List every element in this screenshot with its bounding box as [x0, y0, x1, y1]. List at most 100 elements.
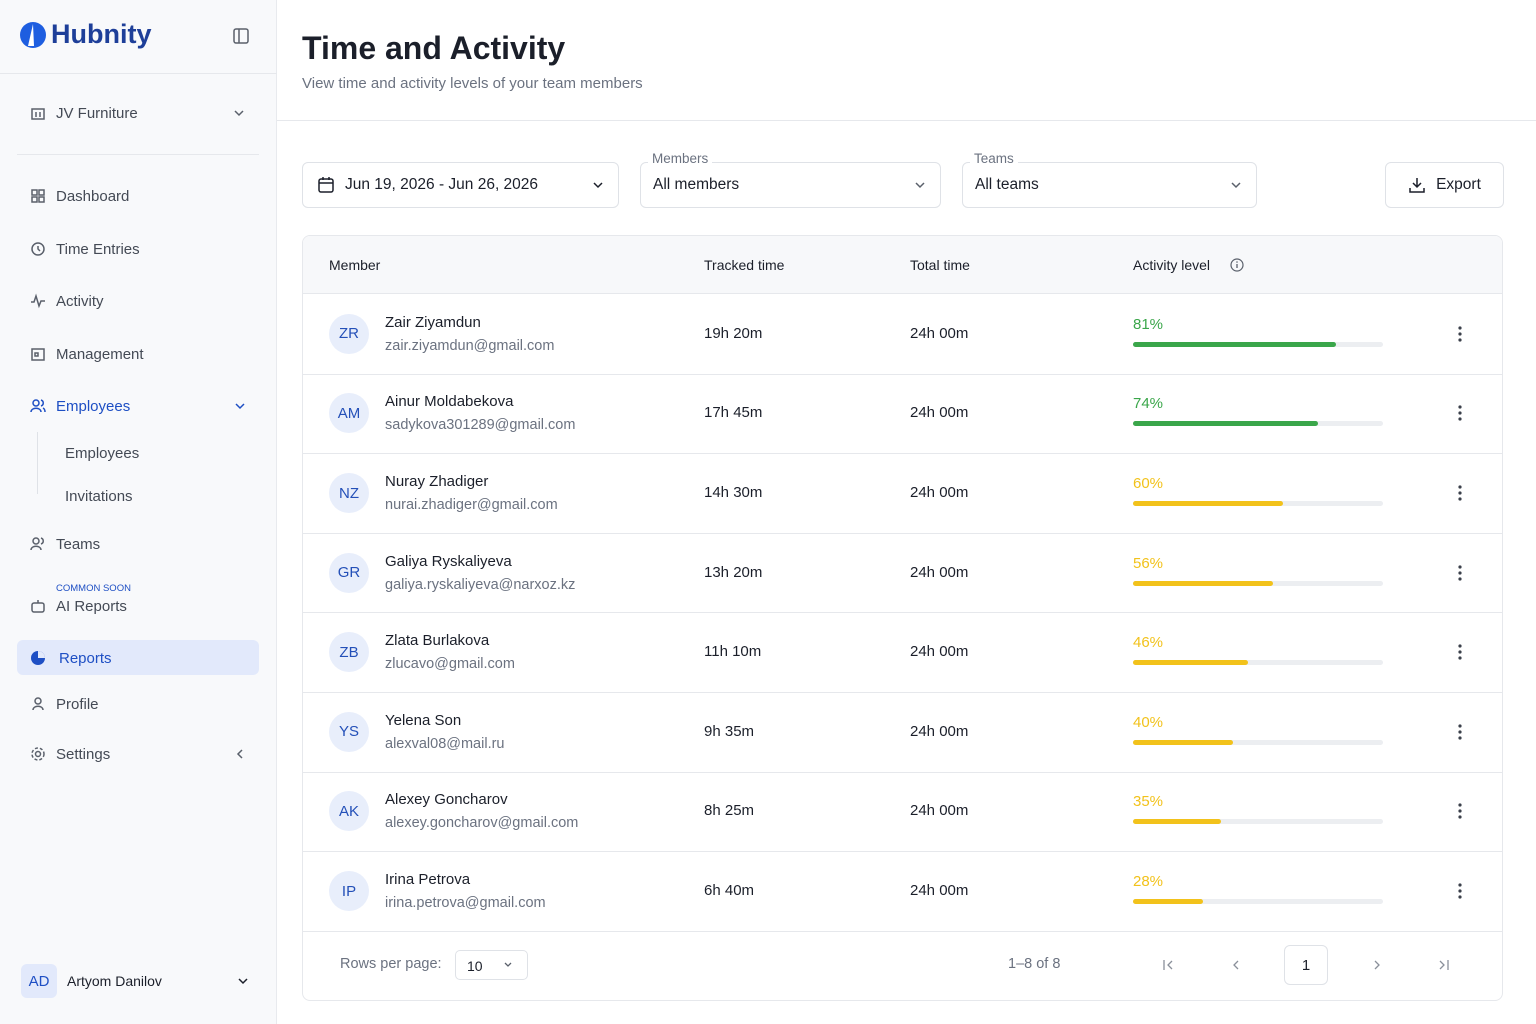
total-time: 24h 00m	[910, 722, 969, 740]
nav-badge: COMMON SOON	[56, 583, 131, 594]
collapse-button[interactable]	[233, 28, 249, 44]
chevron	[236, 749, 243, 759]
export-button[interactable]: Export	[1385, 162, 1504, 208]
chevron	[593, 182, 603, 189]
last-page[interactable]	[1421, 945, 1465, 985]
nav-item[interactable]: Teams	[30, 532, 100, 556]
nav-item[interactable]: Profile	[30, 692, 99, 716]
user-menu[interactable]	[237, 976, 249, 986]
nav-label: Employees	[56, 397, 131, 415]
nav-label: Teams	[56, 535, 101, 553]
member-name: Nuray Zhadiger	[385, 473, 489, 490]
tracked-time: 17h 45m	[704, 404, 763, 422]
date-range-picker[interactable]: Jun 19, 2026 - Jun 26, 2026	[302, 162, 619, 208]
rows-per-page-label: Rows per page:	[340, 956, 442, 972]
workspace-select[interactable]: JV Furniture	[30, 101, 138, 125]
divider	[0, 73, 277, 74]
nav-subitem[interactable]: Invitations	[65, 484, 133, 508]
member-email: zlucavo@gmail.com	[385, 656, 515, 673]
row-divider	[303, 692, 1502, 693]
nav-item[interactable]: Settings	[30, 742, 110, 766]
member-email: zair.ziyamdun@gmail.com	[385, 337, 555, 354]
row-divider	[303, 851, 1502, 853]
nav-item-active[interactable]: Reports	[30, 646, 112, 670]
prev-page[interactable]	[1214, 945, 1258, 985]
nav-label: Dashboard	[56, 187, 130, 205]
avatar: AM	[329, 393, 369, 434]
column-header: Tracked time	[704, 257, 785, 273]
date-range: Jun 19, 2026 - Jun 26, 2026	[345, 176, 539, 193]
nav-label: Settings	[56, 745, 111, 763]
row-divider	[303, 612, 1502, 614]
teams-label: Teams	[970, 151, 1018, 166]
rows-per-page-select[interactable]: 10	[455, 950, 528, 980]
avatar: ZB	[329, 632, 369, 673]
row-divider	[303, 532, 1502, 534]
total-time: 24h 00m	[910, 404, 969, 422]
total-time: 24h 00m	[910, 802, 969, 820]
nav-item[interactable]: Dashboard	[30, 184, 129, 208]
info-icon[interactable]	[1229, 257, 1245, 273]
activity-label: 46%	[1133, 634, 1164, 652]
row-menu[interactable]	[1452, 882, 1468, 900]
column-header: Activity level	[1133, 257, 1211, 273]
tracked-time: 19h 20m	[704, 324, 763, 342]
user-name: Artyom Danilov	[67, 973, 162, 989]
chevron	[1231, 182, 1241, 189]
column-header: Member	[329, 257, 381, 273]
activity-label: 74%	[1133, 395, 1164, 413]
row-menu[interactable]	[1452, 723, 1468, 741]
avatar: AK	[329, 791, 369, 832]
avatar: YS	[329, 711, 369, 752]
activity-label: 60%	[1133, 475, 1164, 492]
nav-group[interactable]: Employees	[30, 394, 130, 418]
tracked-time: 13h 20m	[704, 563, 763, 581]
nav-item[interactable]: Time Entries	[30, 237, 140, 261]
tracked-time: 9h 35m	[704, 722, 755, 740]
workspace-name: JV Furniture	[56, 104, 138, 122]
row-menu[interactable]	[1452, 564, 1468, 582]
total-time: 24h 00m	[910, 563, 969, 581]
nav-label: Management	[56, 345, 144, 363]
calendar-icon	[318, 177, 334, 193]
export-label: Export	[1436, 176, 1481, 193]
activity-label: 81%	[1133, 315, 1164, 333]
row-menu[interactable]	[1452, 404, 1468, 422]
row-divider	[303, 453, 1502, 455]
divider	[277, 120, 1536, 121]
table	[302, 235, 1503, 1001]
row-menu[interactable]	[1452, 802, 1468, 820]
nav-item[interactable]: Management	[30, 342, 144, 366]
teams-select[interactable]: All teams	[962, 162, 1257, 208]
row-menu[interactable]	[1452, 643, 1468, 661]
tracked-time: 8h 25m	[704, 802, 755, 820]
members-select[interactable]: All members	[640, 162, 941, 208]
user-avatar: AD	[21, 964, 57, 998]
next-page[interactable]	[1355, 945, 1399, 985]
activity-bar	[1133, 421, 1318, 427]
table-header	[303, 236, 1502, 294]
avatar: GR	[329, 552, 369, 593]
nav-label: AI Reports	[56, 597, 127, 615]
divider	[17, 154, 259, 155]
row-menu[interactable]	[1452, 325, 1468, 343]
first-page[interactable]	[1147, 945, 1191, 985]
members-label: Members	[648, 151, 713, 166]
member-name: Yelena Son	[385, 711, 462, 729]
nav-subitem[interactable]: Employees	[65, 441, 139, 465]
row-menu[interactable]	[1452, 484, 1468, 502]
current-page[interactable]: 1	[1284, 945, 1328, 985]
nav-label: Activity	[56, 292, 104, 310]
member-name: Galiya Ryskaliyeva	[385, 552, 512, 570]
brand-logo	[20, 22, 46, 48]
nav-item[interactable]: Activity	[30, 289, 104, 313]
member-email: galiya.ryskaliyeva@narxoz.kz	[385, 576, 576, 593]
member-name: Zlata Burlakova	[385, 632, 490, 650]
activity-label: 56%	[1133, 554, 1164, 572]
nav-active-bg	[17, 640, 259, 675]
chevron	[235, 403, 245, 410]
activity-track	[1133, 660, 1383, 666]
nav-item[interactable]: AI Reports	[30, 594, 127, 618]
avatar: ZR	[329, 313, 369, 354]
